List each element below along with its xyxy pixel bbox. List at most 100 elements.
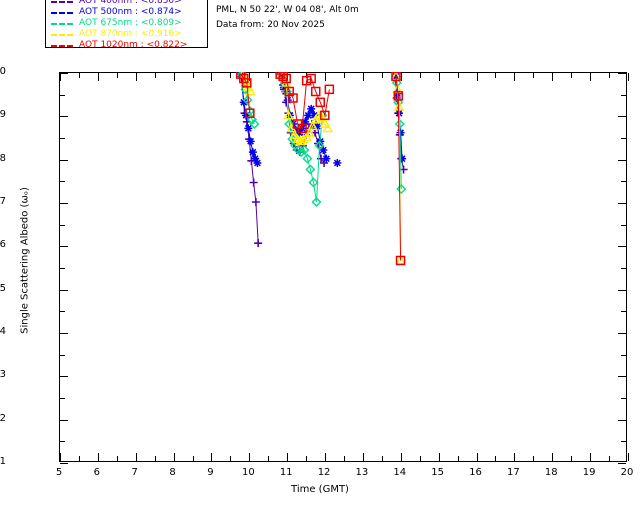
legend-item-1020nm: AOT 1020nm : <0.822> xyxy=(46,40,207,47)
data-marker-asterisk xyxy=(248,148,257,157)
x-axis-tick xyxy=(325,453,326,461)
y-tick-label: 0.5 xyxy=(0,282,6,294)
x-axis-tick xyxy=(590,73,591,81)
x-tick-label: 17 xyxy=(507,467,520,478)
series-aot-870nm xyxy=(237,72,406,265)
y-axis-tick xyxy=(621,138,626,139)
y-axis-tick xyxy=(618,420,626,421)
x-axis-tick xyxy=(628,73,629,81)
x-tick-label: 16 xyxy=(469,467,482,478)
y-axis-tick xyxy=(60,463,68,464)
x-axis-tick xyxy=(382,456,383,461)
x-axis-tick xyxy=(174,73,175,81)
x-axis-tick xyxy=(628,453,629,461)
y-axis-title: Single Scattering Albedo (ωₒ) xyxy=(19,187,31,334)
x-axis-tick xyxy=(79,73,80,78)
data-marker-diamond xyxy=(396,184,407,194)
x-axis-tick xyxy=(477,453,478,461)
y-axis-tick xyxy=(60,203,68,204)
x-axis-tick xyxy=(155,456,156,461)
x-tick-label: 19 xyxy=(582,467,596,478)
y-axis-tick xyxy=(60,181,65,182)
data-marker-square xyxy=(395,255,406,266)
x-axis-tick xyxy=(287,453,288,461)
data-marker-triangle xyxy=(301,131,312,141)
plot-frame xyxy=(59,72,629,464)
plot-area xyxy=(59,72,627,462)
x-axis-tick xyxy=(98,73,99,81)
series-line xyxy=(395,76,402,261)
data-marker-asterisk xyxy=(333,159,342,167)
y-axis-tick xyxy=(60,355,65,356)
x-axis-tick xyxy=(458,73,459,78)
legend-box: AOT 400nm : <0.850> AOT 500nm : <0.874> … xyxy=(45,0,208,48)
data-marker-plus xyxy=(249,178,258,187)
legend-dash-400nm xyxy=(51,0,73,3)
x-axis-tick xyxy=(117,456,118,461)
x-axis-tick xyxy=(174,453,175,461)
x-axis-tick xyxy=(211,73,212,81)
x-axis-title: Time (GMT) xyxy=(291,484,349,495)
x-axis-tick xyxy=(439,73,440,81)
data-marker-triangle xyxy=(307,120,318,131)
y-axis-tick xyxy=(621,398,626,399)
x-axis-tick xyxy=(609,73,610,78)
data-marker-square xyxy=(306,73,316,84)
data-marker-triangle xyxy=(289,129,300,139)
y-axis-tick xyxy=(60,73,68,74)
legend-dash-870nm xyxy=(51,33,73,36)
data-marker-square xyxy=(310,86,321,97)
data-marker-triangle xyxy=(245,86,256,96)
y-axis-tick xyxy=(60,290,68,291)
x-axis-tick xyxy=(571,456,572,461)
data-marker-triangle xyxy=(310,114,321,124)
x-tick-label: 5 xyxy=(55,467,63,478)
data-marker-diamond xyxy=(394,119,405,129)
x-axis-tick xyxy=(590,453,591,461)
y-axis-tick xyxy=(60,138,65,139)
y-axis-tick xyxy=(60,398,65,399)
legend-item-500nm: AOT 500nm : <0.874> xyxy=(46,7,207,18)
y-axis-tick xyxy=(60,376,68,377)
x-axis-tick xyxy=(117,73,118,78)
x-axis-tick xyxy=(249,73,250,81)
data-marker-asterisk xyxy=(244,124,253,133)
data-marker-asterisk xyxy=(307,104,316,113)
y-axis-tick xyxy=(60,160,68,161)
data-marker-diamond xyxy=(240,84,251,95)
y-axis-tick xyxy=(618,463,626,464)
data-marker-square xyxy=(391,72,401,82)
data-marker-square xyxy=(324,84,335,95)
x-tick-label: 10 xyxy=(241,467,255,478)
x-tick-label: 7 xyxy=(131,467,138,478)
legend-dash-500nm xyxy=(51,11,73,14)
x-axis-tick xyxy=(382,73,383,78)
x-axis-tick xyxy=(268,73,269,78)
y-tick-label: 0.1 xyxy=(0,456,6,467)
y-tick-label: 1.0 xyxy=(0,66,6,77)
x-tick-label: 13 xyxy=(355,467,369,478)
y-tick-label: 0.9 xyxy=(0,109,6,121)
data-marker-square xyxy=(288,93,298,103)
y-axis-tick xyxy=(60,268,65,269)
x-axis-tick xyxy=(420,456,421,461)
x-axis-tick xyxy=(193,73,194,78)
data-marker-diamond xyxy=(247,114,258,125)
data-marker-asterisk xyxy=(239,98,248,107)
x-axis-tick xyxy=(79,456,80,461)
x-axis-tick xyxy=(155,73,156,78)
x-axis-tick xyxy=(495,73,496,78)
y-tick-label: 0.2 xyxy=(0,412,6,424)
data-marker-diamond xyxy=(311,197,322,207)
data-marker-diamond xyxy=(302,153,313,164)
legend-dash-675nm xyxy=(51,22,73,25)
data-series-layer xyxy=(236,72,408,266)
data-marker-plus xyxy=(254,239,263,248)
x-axis-tick xyxy=(420,73,421,78)
y-axis-tick xyxy=(621,268,626,269)
legend-label-400nm: AOT 400nm : <0.850> xyxy=(79,0,182,6)
x-axis-tick xyxy=(249,453,250,461)
x-tick-label: 12 xyxy=(317,467,331,478)
data-marker-triangle xyxy=(283,109,294,120)
y-axis-tick xyxy=(60,116,68,117)
